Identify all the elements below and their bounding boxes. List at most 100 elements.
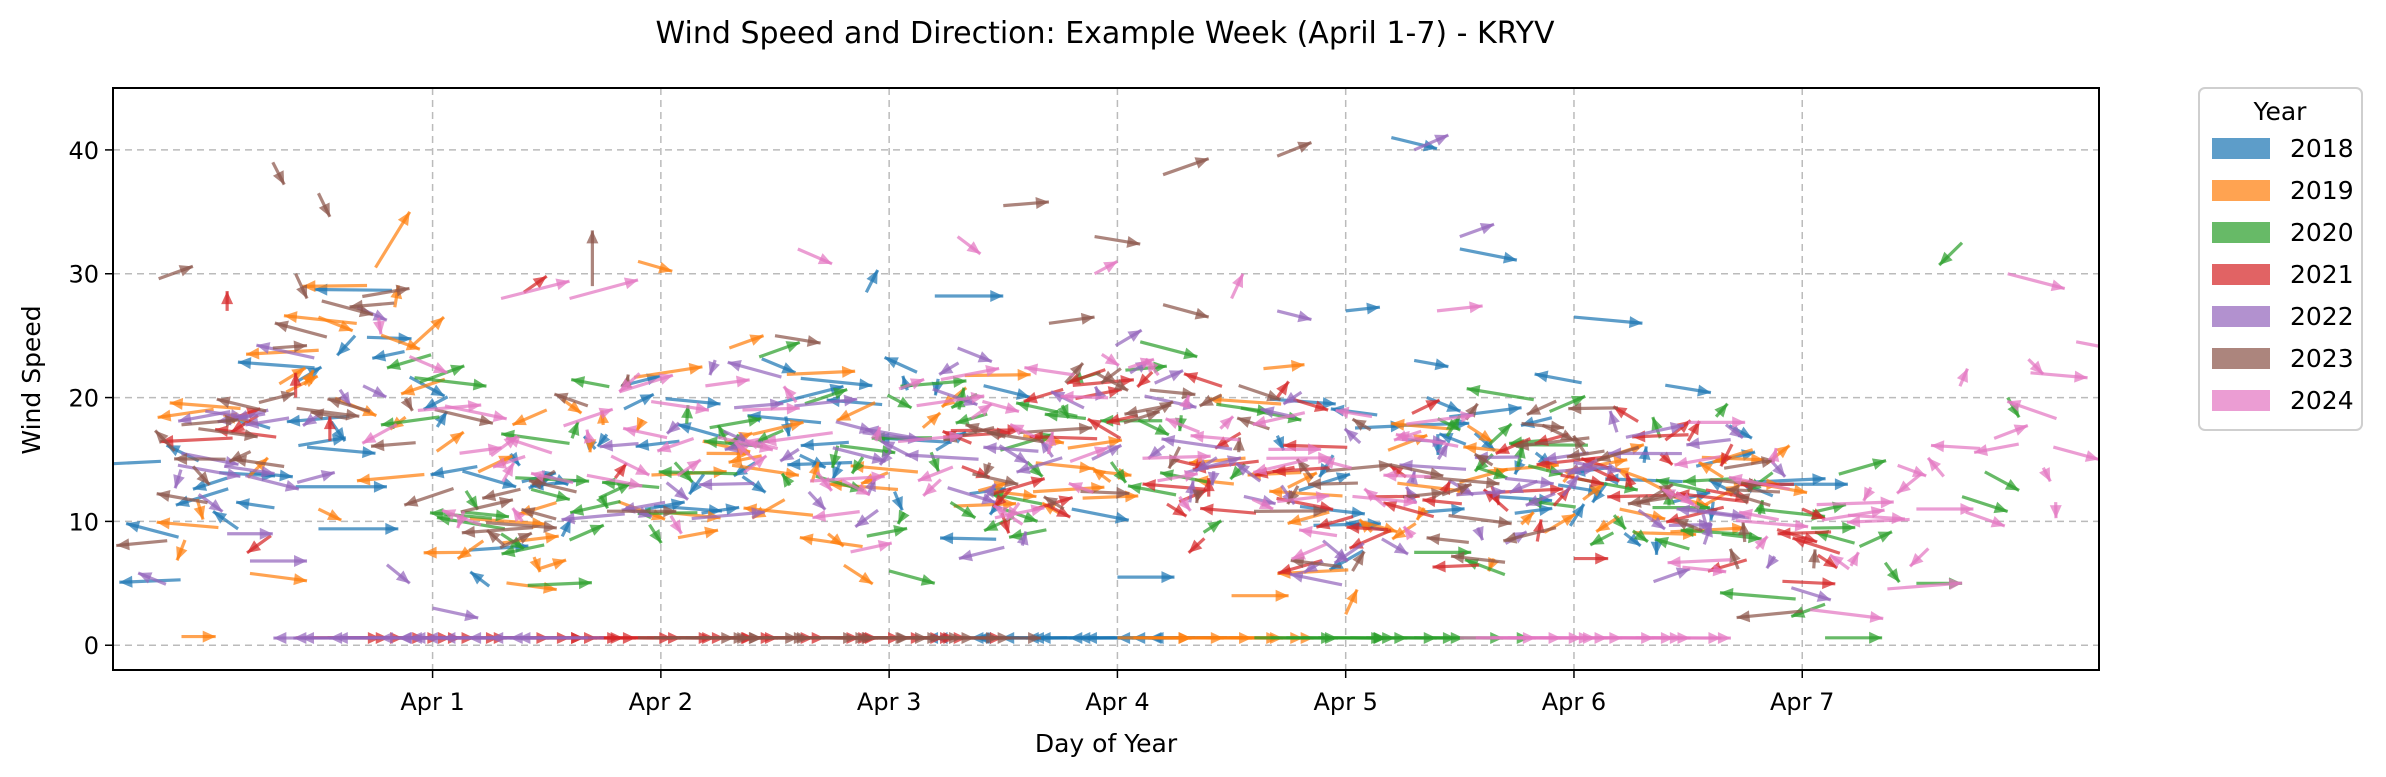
wind-arrow-2023 [317, 192, 332, 218]
wind-arrow-2018 [434, 410, 449, 428]
wind-arrow-2021 [1782, 577, 1836, 590]
wind-arrow-2021 [992, 476, 1046, 496]
wind-arrow-2024 [1383, 469, 1431, 482]
wind-arrow-2022 [1637, 508, 1666, 531]
wind-arrow-2024 [1164, 417, 1200, 434]
legend-label-2020: 2020 [2290, 218, 2354, 247]
wind-arrow-2023 [1018, 422, 1093, 435]
wind-arrow-2019 [1067, 436, 1123, 450]
wind-arrow-2024 [815, 471, 834, 492]
wind-arrow-2024 [1024, 363, 1074, 377]
wind-arrow-2023 [274, 320, 328, 339]
wind-arrow-2024 [1142, 450, 1211, 463]
wind-arrow-2021 [1624, 472, 1637, 489]
wind-arrow-2022 [958, 545, 1005, 562]
wind-arrow-2023 [1048, 312, 1095, 325]
wind-arrow-2020 [1445, 414, 1462, 437]
wind-arrow-2019 [1091, 466, 1112, 484]
wind-arrow-2019 [786, 365, 856, 378]
wind-arrow-2019 [181, 630, 216, 643]
wind-arrow-2023 [321, 299, 374, 318]
wind-arrow-2024 [1144, 357, 1160, 377]
wind-arrow-2022 [1091, 443, 1123, 461]
wind-arrow-2020 [1589, 531, 1615, 547]
wind-arrow-2022 [227, 527, 273, 540]
wind-arrow-2022 [1161, 434, 1233, 451]
x-axis-ticks: Apr 1 Apr 2 Apr 3 Apr 4 Apr 5 Apr 6 Apr 7 [400, 670, 1834, 716]
wind-arrow-2023 [1728, 548, 1741, 570]
wind-arrow-2023 [1424, 475, 1500, 489]
wind-arrow-2024 [897, 430, 963, 444]
wind-arrow-2020 [1682, 474, 1736, 487]
wind-arrow-2021 [522, 274, 548, 294]
wind-arrow-2018 [701, 503, 740, 516]
wind-arrow-2022 [1765, 554, 1779, 570]
wind-arrow-2020 [386, 353, 432, 370]
wind-arrow-2022 [1406, 470, 1418, 485]
wind-arrow-2020 [804, 387, 848, 406]
wind-arrow-2021 [992, 487, 1013, 509]
wind-arrow-2022 [1459, 222, 1495, 239]
wind-arrow-2019 [561, 398, 583, 415]
wind-arrow-2018 [1623, 531, 1642, 548]
wind-arrow-2019 [637, 259, 673, 274]
wind-arrow-2024 [762, 431, 833, 447]
wind-arrow-2023 [1450, 551, 1506, 564]
wind-arrow-2024 [1728, 473, 1790, 491]
wind-arrow-2024 [1252, 458, 1308, 476]
wind-arrow-2024 [850, 539, 893, 554]
wind-arrow-2020 [1631, 529, 1649, 544]
wind-arrow-2018 [635, 438, 680, 451]
wind-arrow-2024 [1093, 259, 1119, 276]
wind-arrow-2023 [460, 496, 514, 514]
wind-arrow-2021 [1066, 368, 1106, 385]
wind-arrow-2020 [888, 569, 936, 586]
wind-arrow-2021 [230, 414, 259, 434]
wind-arrow-2023 [271, 161, 286, 186]
wind-arrow-2020 [1109, 461, 1128, 484]
wind-arrow-2024 [373, 317, 385, 335]
x-axis-label: Day of Year [1035, 729, 1178, 758]
y-tick-label: 20 [68, 385, 99, 413]
legend-swatch-2023 [2212, 348, 2270, 369]
wind-arrow-2019 [752, 419, 804, 436]
wind-arrow-2023 [198, 427, 258, 442]
legend: Year 2018 2019 2020 2021 2022 2023 2024 [2198, 87, 2363, 431]
wind-arrow-2022 [1573, 460, 1622, 475]
wind-arrow-2022 [249, 555, 308, 568]
wind-arrow-2018 [883, 355, 918, 374]
wind-arrow-2022 [665, 420, 681, 435]
wind-arrow-2022 [1508, 479, 1538, 494]
wind-arrow-2020 [1714, 402, 1729, 418]
wind-arrow-2020 [1015, 399, 1078, 418]
wind-arrow-2019 [456, 539, 485, 561]
wind-arrow-2023 [216, 396, 267, 413]
wind-arrow-2018 [1117, 571, 1175, 584]
wind-arrow-2023 [1253, 504, 1327, 517]
wind-arrow-2019 [477, 454, 514, 474]
wind-arrow-2019 [169, 397, 241, 411]
x-tick-label: Apr 4 [1085, 688, 1149, 716]
wind-arrow-2024 [361, 423, 398, 445]
wind-arrow-2019 [953, 498, 1017, 511]
wind-arrow-2022 [1016, 531, 1029, 546]
wind-arrow-2020 [567, 421, 580, 439]
wind-arrow-2018 [469, 570, 491, 588]
wind-arrow-2023 [349, 299, 395, 312]
wind-arrow-2023 [1726, 484, 1781, 497]
wind-arrow-2024 [1956, 367, 1969, 387]
wind-arrow-2023 [1738, 521, 1751, 543]
wind-arrow-2019 [511, 408, 548, 427]
wind-arrow-2020 [464, 490, 480, 511]
wind-arrow-2023 [586, 230, 599, 287]
wind-arrow-2023 [1238, 384, 1282, 402]
wind-arrow-2024 [1930, 440, 1981, 453]
wind-arrow-2024 [583, 429, 596, 444]
wind-arrow-2022 [779, 447, 800, 463]
wind-arrow-2024 [956, 235, 982, 256]
wind-arrow-2022 [1154, 369, 1184, 385]
wind-arrow-2024 [1352, 494, 1417, 508]
wind-arrow-2022 [1504, 476, 1554, 489]
wind-arrow-2024 [940, 364, 1000, 382]
wind-arrow-2022 [1436, 442, 1450, 461]
